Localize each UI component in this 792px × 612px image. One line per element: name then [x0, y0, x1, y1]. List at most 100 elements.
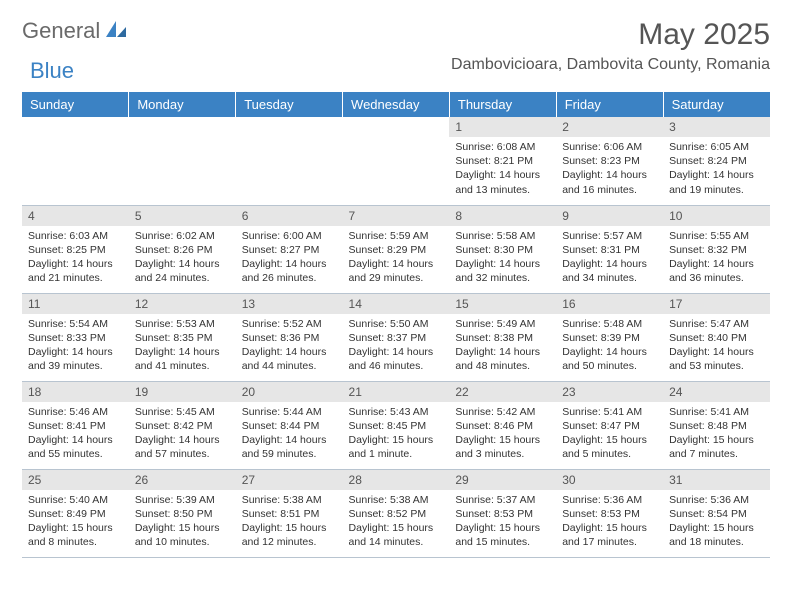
calendar-cell: 28Sunrise: 5:38 AMSunset: 8:52 PMDayligh… [343, 469, 450, 557]
dayhead-fri: Friday [556, 92, 663, 117]
dayhead-thu: Thursday [449, 92, 556, 117]
day-details: Sunrise: 6:02 AMSunset: 8:26 PMDaylight:… [129, 226, 236, 290]
calendar-cell: 3Sunrise: 6:05 AMSunset: 8:24 PMDaylight… [663, 117, 770, 205]
calendar-cell: 17Sunrise: 5:47 AMSunset: 8:40 PMDayligh… [663, 293, 770, 381]
calendar-cell: 11Sunrise: 5:54 AMSunset: 8:33 PMDayligh… [22, 293, 129, 381]
day-number: 14 [343, 294, 450, 314]
day-details: Sunrise: 5:49 AMSunset: 8:38 PMDaylight:… [449, 314, 556, 378]
logo-text-2: Blue [30, 58, 74, 83]
day-details: Sunrise: 6:03 AMSunset: 8:25 PMDaylight:… [22, 226, 129, 290]
day-number: 27 [236, 470, 343, 490]
logo: General [22, 18, 130, 44]
day-details: Sunrise: 5:40 AMSunset: 8:49 PMDaylight:… [22, 490, 129, 554]
day-number: 28 [343, 470, 450, 490]
day-details: Sunrise: 5:45 AMSunset: 8:42 PMDaylight:… [129, 402, 236, 466]
day-number: 11 [22, 294, 129, 314]
day-number: 3 [663, 117, 770, 137]
calendar-cell [236, 117, 343, 205]
calendar-cell: 18Sunrise: 5:46 AMSunset: 8:41 PMDayligh… [22, 381, 129, 469]
day-number: 23 [556, 382, 663, 402]
dayhead-sun: Sunday [22, 92, 129, 117]
day-details: Sunrise: 5:36 AMSunset: 8:53 PMDaylight:… [556, 490, 663, 554]
calendar-cell: 2Sunrise: 6:06 AMSunset: 8:23 PMDaylight… [556, 117, 663, 205]
day-number: 29 [449, 470, 556, 490]
day-details: Sunrise: 5:55 AMSunset: 8:32 PMDaylight:… [663, 226, 770, 290]
calendar-cell: 1Sunrise: 6:08 AMSunset: 8:21 PMDaylight… [449, 117, 556, 205]
calendar-row: 18Sunrise: 5:46 AMSunset: 8:41 PMDayligh… [22, 381, 770, 469]
day-number: 22 [449, 382, 556, 402]
day-number: 8 [449, 206, 556, 226]
day-number: 6 [236, 206, 343, 226]
day-number: 18 [22, 382, 129, 402]
dayhead-mon: Monday [129, 92, 236, 117]
day-number: 10 [663, 206, 770, 226]
day-number: 25 [22, 470, 129, 490]
calendar-cell: 9Sunrise: 5:57 AMSunset: 8:31 PMDaylight… [556, 205, 663, 293]
day-number: 26 [129, 470, 236, 490]
day-details: Sunrise: 5:42 AMSunset: 8:46 PMDaylight:… [449, 402, 556, 466]
logo-text-1: General [22, 18, 100, 44]
calendar-cell [343, 117, 450, 205]
day-number: 19 [129, 382, 236, 402]
day-details: Sunrise: 5:58 AMSunset: 8:30 PMDaylight:… [449, 226, 556, 290]
month-title: May 2025 [451, 18, 770, 52]
calendar-cell: 16Sunrise: 5:48 AMSunset: 8:39 PMDayligh… [556, 293, 663, 381]
dayhead-sat: Saturday [663, 92, 770, 117]
day-details: Sunrise: 5:41 AMSunset: 8:47 PMDaylight:… [556, 402, 663, 466]
day-details: Sunrise: 5:54 AMSunset: 8:33 PMDaylight:… [22, 314, 129, 378]
calendar-row: 4Sunrise: 6:03 AMSunset: 8:25 PMDaylight… [22, 205, 770, 293]
calendar-cell: 13Sunrise: 5:52 AMSunset: 8:36 PMDayligh… [236, 293, 343, 381]
day-details: Sunrise: 5:38 AMSunset: 8:52 PMDaylight:… [343, 490, 450, 554]
calendar-cell: 19Sunrise: 5:45 AMSunset: 8:42 PMDayligh… [129, 381, 236, 469]
calendar-cell: 7Sunrise: 5:59 AMSunset: 8:29 PMDaylight… [343, 205, 450, 293]
day-number: 20 [236, 382, 343, 402]
calendar-cell: 21Sunrise: 5:43 AMSunset: 8:45 PMDayligh… [343, 381, 450, 469]
day-details: Sunrise: 5:47 AMSunset: 8:40 PMDaylight:… [663, 314, 770, 378]
day-number: 31 [663, 470, 770, 490]
day-details: Sunrise: 5:52 AMSunset: 8:36 PMDaylight:… [236, 314, 343, 378]
day-number: 16 [556, 294, 663, 314]
calendar-cell: 14Sunrise: 5:50 AMSunset: 8:37 PMDayligh… [343, 293, 450, 381]
day-details: Sunrise: 5:48 AMSunset: 8:39 PMDaylight:… [556, 314, 663, 378]
calendar-cell: 4Sunrise: 6:03 AMSunset: 8:25 PMDaylight… [22, 205, 129, 293]
calendar-cell: 5Sunrise: 6:02 AMSunset: 8:26 PMDaylight… [129, 205, 236, 293]
calendar-cell: 15Sunrise: 5:49 AMSunset: 8:38 PMDayligh… [449, 293, 556, 381]
day-details: Sunrise: 5:46 AMSunset: 8:41 PMDaylight:… [22, 402, 129, 466]
day-details: Sunrise: 5:50 AMSunset: 8:37 PMDaylight:… [343, 314, 450, 378]
calendar-cell: 10Sunrise: 5:55 AMSunset: 8:32 PMDayligh… [663, 205, 770, 293]
calendar-cell: 24Sunrise: 5:41 AMSunset: 8:48 PMDayligh… [663, 381, 770, 469]
day-details: Sunrise: 5:41 AMSunset: 8:48 PMDaylight:… [663, 402, 770, 466]
day-details: Sunrise: 5:57 AMSunset: 8:31 PMDaylight:… [556, 226, 663, 290]
day-number: 12 [129, 294, 236, 314]
day-number: 2 [556, 117, 663, 137]
calendar-row: 25Sunrise: 5:40 AMSunset: 8:49 PMDayligh… [22, 469, 770, 557]
day-number: 17 [663, 294, 770, 314]
day-number: 4 [22, 206, 129, 226]
day-number: 21 [343, 382, 450, 402]
day-number: 30 [556, 470, 663, 490]
calendar-cell: 22Sunrise: 5:42 AMSunset: 8:46 PMDayligh… [449, 381, 556, 469]
day-details: Sunrise: 6:00 AMSunset: 8:27 PMDaylight:… [236, 226, 343, 290]
day-details: Sunrise: 6:08 AMSunset: 8:21 PMDaylight:… [449, 137, 556, 201]
day-number: 15 [449, 294, 556, 314]
day-header-row: Sunday Monday Tuesday Wednesday Thursday… [22, 92, 770, 117]
day-number: 7 [343, 206, 450, 226]
calendar-cell: 26Sunrise: 5:39 AMSunset: 8:50 PMDayligh… [129, 469, 236, 557]
day-details: Sunrise: 5:59 AMSunset: 8:29 PMDaylight:… [343, 226, 450, 290]
day-details: Sunrise: 5:53 AMSunset: 8:35 PMDaylight:… [129, 314, 236, 378]
calendar-cell: 31Sunrise: 5:36 AMSunset: 8:54 PMDayligh… [663, 469, 770, 557]
day-number: 13 [236, 294, 343, 314]
day-details: Sunrise: 5:38 AMSunset: 8:51 PMDaylight:… [236, 490, 343, 554]
day-number: 1 [449, 117, 556, 137]
calendar-row: 11Sunrise: 5:54 AMSunset: 8:33 PMDayligh… [22, 293, 770, 381]
day-number: 5 [129, 206, 236, 226]
calendar-cell [129, 117, 236, 205]
day-details: Sunrise: 6:05 AMSunset: 8:24 PMDaylight:… [663, 137, 770, 201]
day-details: Sunrise: 5:43 AMSunset: 8:45 PMDaylight:… [343, 402, 450, 466]
dayhead-wed: Wednesday [343, 92, 450, 117]
calendar-cell: 25Sunrise: 5:40 AMSunset: 8:49 PMDayligh… [22, 469, 129, 557]
calendar-cell: 12Sunrise: 5:53 AMSunset: 8:35 PMDayligh… [129, 293, 236, 381]
day-number: 24 [663, 382, 770, 402]
logo-sail-icon [104, 19, 128, 44]
day-number: 9 [556, 206, 663, 226]
